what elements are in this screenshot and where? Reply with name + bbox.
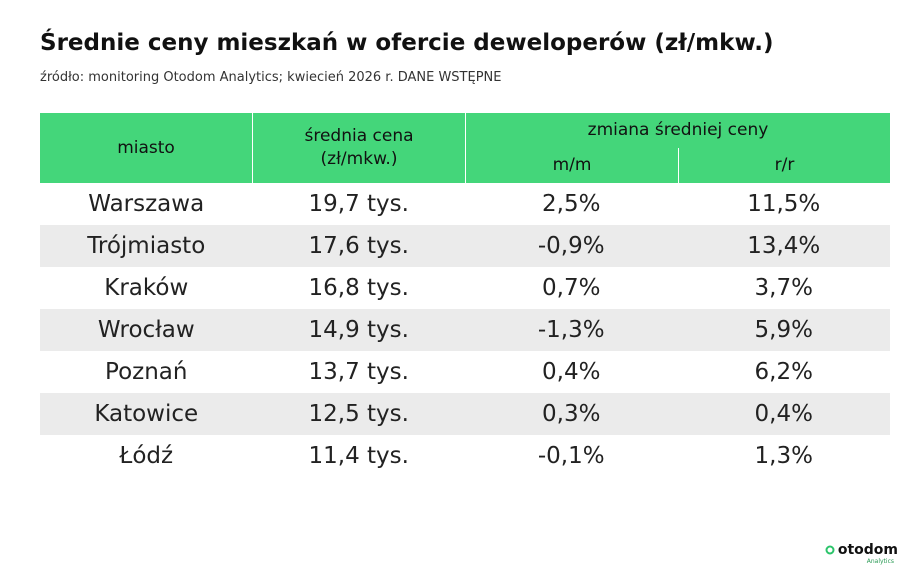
cell-price: 13,7 tys. [308, 359, 409, 385]
logo-text: otodom [837, 542, 898, 558]
header-price-line: średnia cena [304, 126, 414, 147]
cell-price: 17,6 tys. [308, 233, 409, 259]
cell-change-mm: 0,7% [542, 275, 601, 301]
table-row: Wrocław 14,9 tys. -1,3% 5,9% [40, 309, 890, 351]
table-row: Poznań 13,7 tys. 0,4% 6,2% [40, 351, 890, 393]
header-mm: m/m [552, 155, 592, 176]
divider [465, 113, 466, 183]
divider [252, 113, 253, 183]
cell-change-mm: 2,5% [542, 191, 601, 217]
cell-city: Łódź [119, 443, 174, 469]
cell-price: 11,4 tys. [308, 443, 409, 469]
divider [678, 148, 679, 183]
header-rr: r/r [774, 155, 795, 176]
title: Średnie ceny mieszkań w ofercie dewelope… [40, 30, 774, 56]
cell-change-rr: 3,7% [754, 275, 813, 301]
table-row: Warszawa 19,7 tys. 2,5% 11,5% [40, 183, 890, 225]
cell-change-rr: 5,9% [754, 317, 813, 343]
cell-change-mm: 0,3% [542, 401, 601, 427]
cell-price: 19,7 tys. [308, 191, 409, 217]
cell-change-mm: -1,3% [537, 317, 605, 343]
cell-city: Katowice [94, 401, 199, 427]
cell-price: 14,9 tys. [308, 317, 409, 343]
cell-city: Poznań [105, 359, 188, 385]
table-row: Trójmiasto 17,6 tys. -0,9% 13,4% [40, 225, 890, 267]
cell-price: 12,5 tys. [308, 401, 409, 427]
cell-city: Kraków [104, 275, 189, 301]
logo: otodom [825, 542, 898, 558]
logo-sub: Analytics [866, 558, 894, 565]
table-row: Łódź 11,4 tys. -0,1% 1,3% [40, 435, 890, 477]
cell-change-rr: 1,3% [754, 443, 813, 469]
subtitle: źródło: monitoring Otodom Analytics; kwi… [40, 70, 502, 85]
cell-change-rr: 6,2% [754, 359, 813, 385]
cell-change-mm: 0,4% [542, 359, 601, 385]
cell-change-rr: 11,5% [747, 191, 821, 217]
header-change: zmiana średniej ceny [587, 120, 769, 141]
cell-price: 16,8 tys. [308, 275, 409, 301]
table-row: Kraków 16,8 tys. 0,7% 3,7% [40, 267, 890, 309]
header-city: miasto [117, 137, 175, 158]
cell-change-mm: -0,1% [537, 443, 605, 469]
cell-city: Warszawa [88, 191, 205, 217]
cell-change-mm: -0,9% [537, 233, 605, 259]
logo-icon [825, 545, 835, 555]
cell-change-rr: 13,4% [747, 233, 821, 259]
table-row: Katowice 12,5 tys. 0,3% 0,4% [40, 393, 890, 435]
header-price: średnia cena (zł/mkw.) [253, 116, 465, 180]
cell-city: Trójmiasto [87, 233, 206, 259]
cell-city: Wrocław [97, 317, 195, 343]
cell-change-rr: 0,4% [754, 401, 813, 427]
header-price-line: (zł/mkw.) [320, 149, 398, 169]
